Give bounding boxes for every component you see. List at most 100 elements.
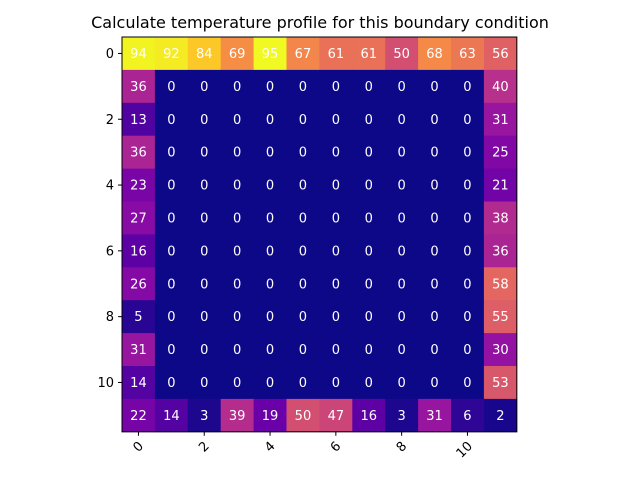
cell-value-label: 36: [130, 146, 147, 161]
y-tick-label: 2: [106, 113, 114, 128]
heatmap-cell: [451, 37, 485, 71]
heatmap-cell: [352, 201, 386, 235]
heatmap-cell: [122, 37, 156, 71]
cell-value-label: 16: [360, 409, 377, 424]
heatmap-cell: [220, 37, 254, 71]
heatmap-cell: [483, 69, 518, 104]
heatmap-cell: [187, 234, 222, 268]
cell-value-label: 0: [167, 244, 175, 259]
heatmap-cell: [385, 69, 419, 104]
heatmap-cell: [122, 69, 156, 104]
heatmap-cell: [253, 333, 287, 367]
heatmap-cell: [451, 366, 485, 400]
heatmap-cell: [286, 102, 320, 137]
cell-value-label: 38: [492, 211, 509, 226]
cell-value-label: 63: [459, 47, 476, 62]
cell-value-label: 0: [365, 80, 373, 95]
cell-value-label: 50: [295, 409, 312, 424]
cell-value-label: 0: [332, 146, 340, 161]
heatmap-cell: [483, 102, 518, 137]
heatmap-cell: [483, 168, 518, 202]
heatmap-cell: [319, 333, 353, 367]
heatmap-cell: [418, 300, 452, 334]
heatmap-cell: [385, 366, 419, 400]
cell-value-label: 55: [492, 310, 509, 325]
cell-value-label: 25: [492, 146, 509, 161]
cell-value-label: 0: [266, 211, 274, 226]
cell-value-label: 0: [463, 244, 471, 259]
heatmap-cell: [286, 398, 320, 433]
cell-value-label: 0: [299, 277, 307, 292]
cell-value-label: 0: [266, 376, 274, 391]
cell-value-label: 50: [393, 47, 410, 62]
heatmap-cell: [483, 333, 518, 367]
heatmap-cell: [451, 300, 485, 334]
cell-value-label: 0: [266, 179, 274, 194]
cell-value-label: 0: [430, 211, 438, 226]
heatmap-cell: [154, 300, 189, 334]
heatmap-cell: [418, 135, 452, 169]
x-tick-label: 0: [130, 439, 146, 455]
cell-value-label: 31: [492, 113, 509, 128]
heatmap-cell: [122, 168, 156, 202]
cell-value-label: 0: [233, 376, 241, 391]
cell-value-label: 0: [167, 310, 175, 325]
cell-value-label: 0: [398, 211, 406, 226]
heatmap-cell: [286, 333, 320, 367]
cell-value-label: 0: [299, 244, 307, 259]
cell-value-label: 0: [299, 343, 307, 358]
heatmap-cell: [220, 333, 254, 367]
cell-value-label: 0: [430, 146, 438, 161]
heatmap-cell: [187, 366, 222, 400]
cell-value-label: 0: [332, 211, 340, 226]
cell-value-label: 0: [233, 113, 241, 128]
heatmap-cell: [154, 234, 189, 268]
heatmap-cell: [319, 398, 353, 433]
cell-value-label: 53: [492, 376, 509, 391]
heatmap-cell: [187, 267, 222, 301]
heatmap-cells: [122, 37, 518, 433]
heatmap-cell: [220, 69, 254, 104]
heatmap-cell: [187, 398, 222, 433]
cell-value-label: 30: [492, 343, 509, 358]
cell-value-label: 5: [134, 310, 142, 325]
heatmap-cell: [187, 37, 222, 71]
heatmap-cell: [451, 135, 485, 169]
cell-value-label: 27: [130, 211, 147, 226]
cell-value-label: 23: [130, 179, 147, 194]
heatmap-cell: [418, 168, 452, 202]
cell-value-label: 0: [299, 211, 307, 226]
cell-value-label: 39: [229, 409, 246, 424]
heatmap-cell: [319, 37, 353, 71]
heatmap-cell: [220, 398, 254, 433]
cell-value-label: 0: [463, 146, 471, 161]
heatmap-cell: [483, 366, 518, 400]
cell-value-label: 0: [430, 244, 438, 259]
cell-value-label: 0: [200, 179, 208, 194]
cell-value-label: 0: [430, 277, 438, 292]
y-axis: 0 2 4 6 8 10: [97, 47, 122, 391]
cell-value-label: 0: [167, 80, 175, 95]
cell-value-label: 21: [492, 179, 509, 194]
cell-value-label: 56: [492, 47, 509, 62]
heatmap-cell: [319, 135, 353, 169]
cell-value-label: 0: [233, 343, 241, 358]
cell-value-label: 3: [398, 409, 406, 424]
heatmap-cell: [451, 234, 485, 268]
heatmap-cell: [418, 333, 452, 367]
heatmap-cell: [352, 135, 386, 169]
y-tick-label: 8: [106, 310, 114, 325]
heatmap-cell: [187, 135, 222, 169]
cell-value-label: 0: [167, 277, 175, 292]
cell-value-label: 0: [200, 113, 208, 128]
cell-value-label: 0: [463, 179, 471, 194]
cell-value-label: 31: [426, 409, 443, 424]
heatmap-cell: [286, 267, 320, 301]
cell-value-label: 47: [328, 409, 345, 424]
heatmap-cell: [122, 333, 156, 367]
cell-value-label: 31: [130, 343, 147, 358]
cell-value-label: 19: [262, 409, 279, 424]
heatmap-cell: [352, 333, 386, 367]
heatmap-cell: [385, 333, 419, 367]
